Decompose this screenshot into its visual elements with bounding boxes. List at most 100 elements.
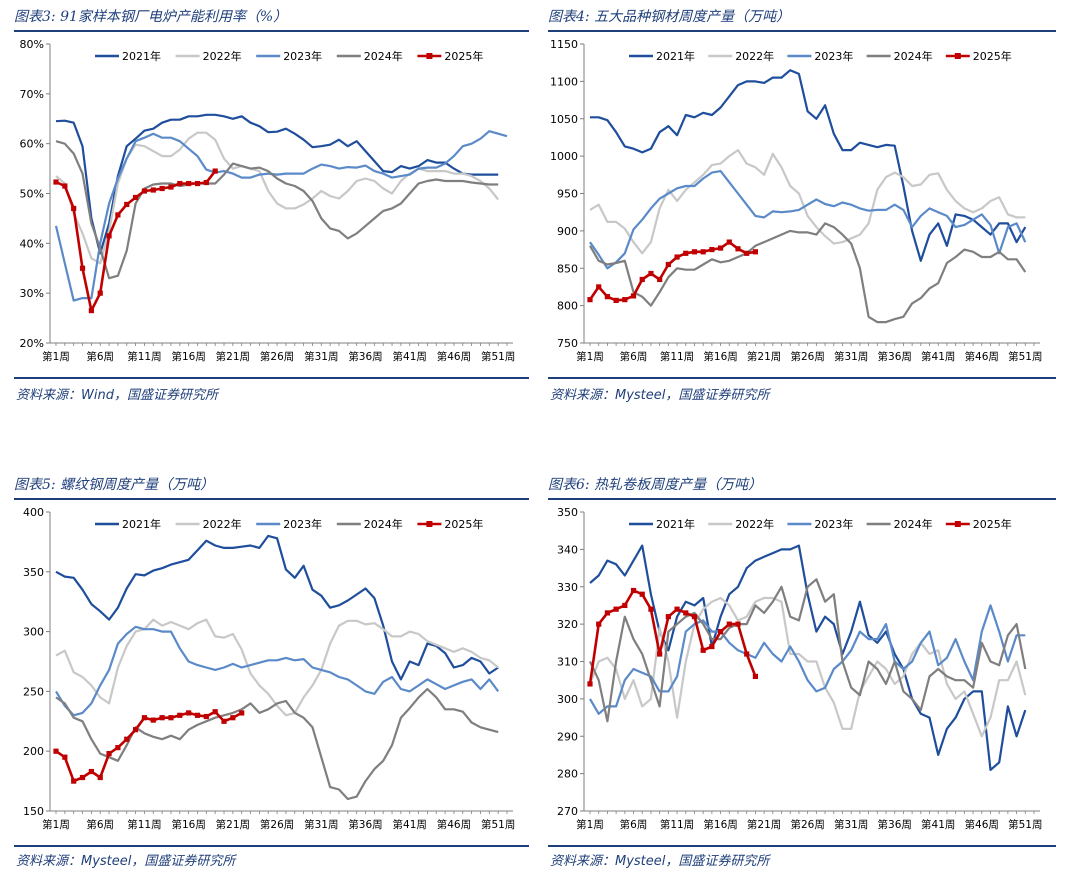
series-point-2025 (735, 621, 741, 627)
y-tick-label: 1150 (550, 38, 578, 51)
x-tick-label: 第21周 (216, 350, 250, 363)
figure-title: 图表6: 热轧卷板周度产量（万吨） (548, 477, 763, 493)
series-point-2025 (587, 681, 593, 687)
series-point-2025 (159, 185, 165, 192)
y-tick-label: 60% (20, 138, 44, 151)
series-point-2025 (604, 294, 611, 300)
series-point-2025 (691, 614, 698, 620)
y-tick-label: 250 (23, 685, 44, 698)
legend-label-2025: 2025年 (444, 49, 483, 63)
source-rule (548, 377, 1056, 379)
x-tick-label: 第41周 (393, 818, 427, 831)
y-tick-label: 20% (20, 337, 44, 350)
y-tick-label: 200 (23, 745, 44, 758)
x-tick-label: 第11周 (660, 818, 694, 831)
series-point-2025 (622, 297, 628, 303)
series-line-2023 (55, 625, 500, 717)
series-point-2025 (674, 254, 680, 260)
series-point-2025 (752, 249, 759, 255)
x-tick-label: 第41周 (393, 350, 427, 363)
x-tick-label: 第51周 (1008, 818, 1042, 831)
x-tick-label: 第36周 (878, 350, 912, 363)
legend-label-2023: 2023年 (283, 49, 322, 63)
x-tick-label: 第36周 (348, 350, 382, 363)
series-point-2025 (230, 715, 236, 721)
x-tick-label: 第31周 (834, 350, 868, 363)
series-point-2025 (674, 606, 680, 612)
x-tick-label: 第51周 (481, 818, 515, 831)
source-note: 资料来源：Mysteel，国盛证券研究所 (550, 854, 770, 869)
y-tick-label: 310 (557, 656, 578, 669)
figure-panel-4: 图表4: 五大品种钢材周度产量（万吨） 750 800 850 900 950 1000 1… (548, 0, 1056, 410)
y-tick-label: 850 (557, 262, 578, 275)
series-point-2025 (106, 233, 112, 239)
x-tick-label: 第26周 (260, 818, 294, 831)
series-point-2025 (700, 249, 706, 255)
series-point-2025 (596, 284, 602, 290)
y-tick-label: 750 (557, 337, 578, 350)
series-point-2025 (221, 718, 227, 724)
legend-label-2024: 2024年 (364, 49, 403, 63)
legend-label-2022: 2022年 (735, 517, 774, 531)
series-point-2025 (62, 183, 68, 189)
series-point-2025 (212, 168, 218, 174)
y-tick-label: 70% (20, 88, 44, 101)
series-point-2025 (71, 205, 77, 212)
series-point-2025 (683, 610, 689, 616)
legend-label-2024: 2024年 (894, 517, 933, 531)
x-tick-label: 第31周 (304, 818, 338, 831)
series-point-2025 (587, 297, 593, 303)
series-line-2024 (589, 578, 1027, 723)
x-tick-label: 第31周 (834, 818, 868, 831)
x-tick-label: 第36周 (878, 818, 912, 831)
y-tick-label: 1000 (550, 150, 578, 163)
x-tick-label: 第6周 (620, 350, 648, 363)
legend-label-2024: 2024年 (364, 517, 403, 531)
legend-label-2024: 2024年 (894, 49, 933, 63)
series-point-2025 (79, 774, 86, 781)
source-rule (14, 845, 529, 847)
legend-marker (954, 53, 961, 59)
figure-title: 图表5: 螺纹钢周度产量（万吨） (14, 477, 215, 493)
y-tick-label: 800 (557, 300, 578, 313)
legend-label-2025: 2025年 (444, 517, 483, 531)
series-point-2025 (717, 629, 724, 635)
y-tick-label: 270 (557, 805, 578, 818)
x-tick-label: 第21周 (747, 350, 781, 363)
y-tick-label: 290 (557, 730, 578, 743)
series-point-2025 (150, 187, 156, 193)
series-point-2025 (630, 587, 637, 594)
series-point-2025 (239, 710, 245, 716)
series-line-2022 (55, 618, 499, 717)
legend-label-2023: 2023年 (814, 49, 853, 63)
legend-label-2022: 2022年 (203, 49, 242, 63)
series-point-2025 (203, 179, 209, 186)
figure-panel-6: 图表6: 热轧卷板周度产量（万吨） 270 280 290 300 310 320 330 3… (548, 468, 1056, 874)
series-line-2025 (55, 170, 217, 312)
series-line-2023 (589, 604, 1026, 715)
x-tick-label: 第1周 (576, 818, 604, 831)
chart-3: 20%30%40%50%60%70%80%第1周 第6周 第11周 第16周 第21周第… (20, 38, 516, 363)
x-tick-label: 第36周 (348, 818, 382, 831)
x-tick-label: 第41周 (921, 350, 955, 363)
series-line-2021 (55, 113, 499, 255)
series-point-2025 (177, 180, 183, 187)
series-point-2025 (212, 709, 218, 715)
series-point-2025 (709, 246, 715, 253)
series-point-2025 (53, 748, 59, 754)
legend-label-2022: 2022年 (203, 517, 242, 531)
legend-marker (426, 53, 433, 59)
series-point-2025 (79, 265, 86, 271)
x-tick-label: 第11周 (127, 818, 161, 831)
y-tick-label: 330 (557, 581, 578, 594)
series-point-2025 (132, 194, 139, 201)
series-line-2022 (588, 596, 1027, 738)
series-point-2025 (62, 754, 68, 760)
series-line-2024 (55, 687, 499, 801)
series-point-2025 (168, 715, 174, 721)
figure-title: 图表4: 五大品种钢材周度产量（万吨） (548, 9, 791, 25)
title-rule (14, 30, 529, 32)
series-point-2025 (177, 712, 183, 718)
series-point-2025 (639, 276, 645, 283)
series-point-2025 (657, 276, 663, 283)
